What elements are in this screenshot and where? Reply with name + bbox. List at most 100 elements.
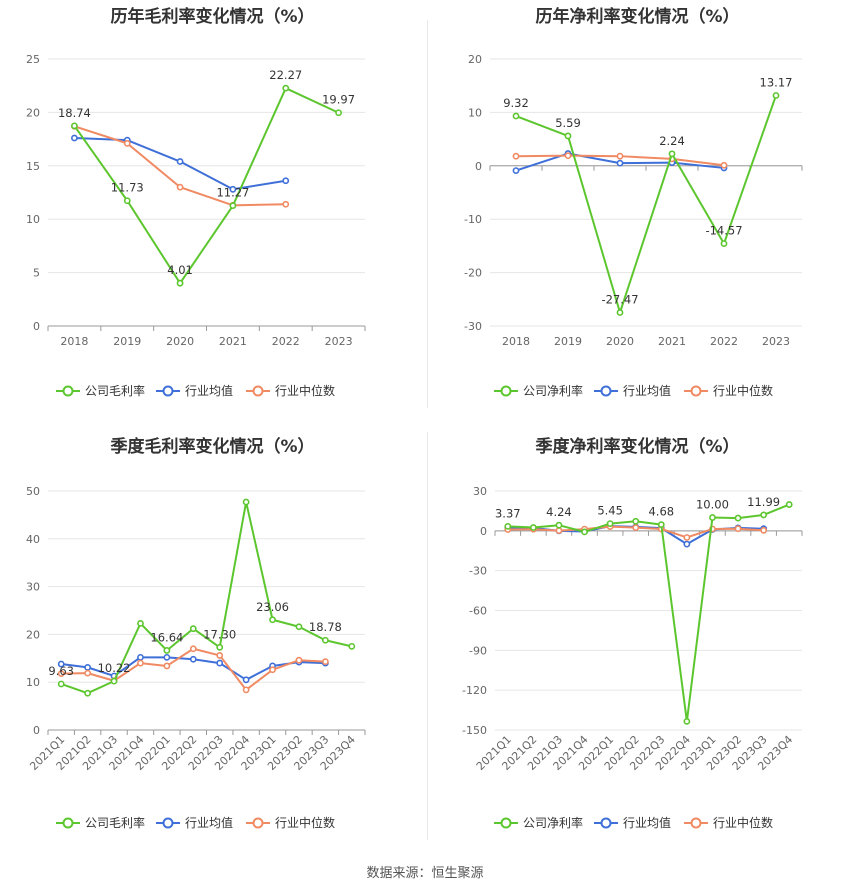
data-point-industry_avg — [71, 134, 78, 142]
data-point-industry_median — [564, 152, 572, 160]
x-tick-label: 2019 — [113, 335, 141, 348]
y-tick-label: -10 — [464, 213, 482, 226]
data-point-company — [216, 643, 224, 651]
data-point-company — [683, 717, 691, 725]
legend-label: 公司净利率 — [523, 815, 583, 830]
data-point-industry_median — [321, 658, 329, 666]
panel-quarterly-net: 季度净利率变化情况（%） -150 -120 -90 -60 -30 0 30 2021Q1 2… — [425, 430, 850, 860]
data-point-company — [137, 620, 144, 627]
data-point-industry_median — [269, 666, 276, 674]
legend-item-company: 公司净利率 — [494, 383, 583, 398]
data-point-company — [720, 240, 728, 248]
legend-item-industry_median: 行业中位数 — [246, 815, 335, 830]
data-point-industry_avg — [282, 177, 290, 185]
legend-item-company: 公司毛利率 — [56, 815, 145, 830]
data-label: 10.00 — [696, 498, 729, 512]
data-point-company — [785, 501, 793, 508]
legend-marker — [62, 385, 74, 397]
y-tick-label: -120 — [462, 684, 487, 697]
data-point-industry_avg — [57, 660, 65, 668]
panel-annual-gross: 历年毛利率变化情况（%） 0 5 10 15 20 25 2018 2019 2020 2021 2… — [0, 0, 425, 430]
x-tick-label: 2021 — [219, 335, 247, 348]
data-point-company — [632, 517, 640, 525]
data-point-industry_median — [163, 662, 171, 670]
data-label: 5.45 — [597, 504, 623, 518]
data-point-industry_median — [720, 161, 728, 169]
x-tick-label: 2023 — [762, 335, 790, 348]
chart-title: 历年毛利率变化情况（%） — [110, 7, 315, 27]
data-point-industry_median — [632, 524, 640, 532]
data-label: 13.17 — [760, 75, 793, 89]
panel-annual-net: 历年净利率变化情况（%） -30 -20 -10 0 10 20 2018 2019 2020 2… — [425, 0, 850, 430]
data-point-industry_median — [176, 183, 184, 191]
legend-label: 公司净利率 — [523, 383, 583, 398]
data-point-industry_median — [123, 139, 131, 147]
data-point-industry_median — [734, 525, 742, 533]
data-label: -14.57 — [705, 224, 742, 238]
y-tick-label: -90 — [469, 644, 487, 657]
x-tick-label: 2020 — [166, 335, 194, 348]
x-tick-label: 2022 — [710, 335, 738, 348]
data-point-company — [709, 514, 716, 521]
data-point-company — [335, 109, 342, 117]
legend-item-industry_median: 行业中位数 — [684, 815, 773, 830]
x-tick-label: 2020 — [606, 335, 634, 348]
data-point-industry_avg — [229, 185, 237, 193]
data-point-company — [229, 202, 237, 210]
data-point-company — [564, 132, 572, 140]
legend-item-industry_avg: 行业均值 — [156, 383, 233, 398]
legend-item-industry_avg: 行业均值 — [594, 815, 671, 830]
y-tick-label: 0 — [33, 724, 40, 737]
data-label: 23.06 — [256, 600, 289, 614]
legend-marker — [690, 817, 702, 829]
data-point-industry_median — [282, 200, 290, 208]
data-point-company — [71, 122, 78, 130]
data-point-company — [581, 528, 588, 536]
x-tick-label: 2018 — [502, 335, 530, 348]
data-label: 9.63 — [48, 664, 74, 678]
data-label: 4.68 — [648, 505, 674, 519]
data-point-industry_avg — [84, 663, 92, 671]
legend-label: 行业均值 — [185, 383, 233, 398]
data-label: 17.30 — [203, 627, 236, 641]
x-tick-label: 2022 — [272, 335, 300, 348]
data-label: 9.32 — [503, 96, 529, 110]
panel-quarterly-gross: 季度毛利率变化情况（%） 0 10 20 30 40 50 2021Q1 2021Q2 2021… — [0, 430, 425, 860]
legend-label: 行业中位数 — [713, 815, 773, 830]
data-point-industry_median — [84, 669, 92, 677]
y-tick-label: 10 — [26, 676, 40, 689]
data-label: 4.24 — [546, 505, 572, 519]
legend-item-industry_avg: 行业均值 — [156, 815, 233, 830]
data-point-company — [616, 309, 624, 316]
y-tick-label: 40 — [26, 533, 40, 546]
data-point-company — [110, 677, 118, 685]
y-tick-label: -60 — [469, 605, 487, 618]
legend-label: 公司毛利率 — [85, 815, 145, 830]
data-point-company — [242, 498, 250, 506]
divider — [427, 20, 428, 408]
y-tick-label: -30 — [464, 320, 482, 333]
y-tick-label: 15 — [26, 160, 40, 173]
data-label: 19.97 — [322, 93, 355, 107]
chart-quarterly-net: -150-120-90-60-300302021Q12021Q22021Q320… — [462, 485, 803, 830]
data-point-company — [269, 616, 276, 624]
data-point-industry_median — [216, 652, 224, 659]
data-label: 22.27 — [269, 68, 302, 82]
y-tick-label: 0 — [480, 525, 487, 538]
chart-title: 季度净利率变化情况（%） — [535, 437, 740, 457]
data-point-company — [321, 636, 329, 644]
data-point-industry_avg — [176, 158, 184, 165]
data-label: 10.22 — [98, 661, 131, 675]
data-point-industry_median — [137, 659, 144, 667]
y-tick-label: 20 — [26, 106, 40, 119]
y-tick-label: 0 — [33, 320, 40, 333]
data-point-industry_median — [760, 526, 768, 534]
data-point-industry_median — [512, 152, 520, 160]
series-line-company — [507, 503, 790, 723]
data-point-company — [529, 524, 537, 531]
data-point-company — [606, 520, 614, 527]
data-point-industry_avg — [216, 659, 224, 667]
data-point-company — [657, 521, 665, 529]
y-tick-label: 30 — [26, 581, 40, 594]
data-source: 数据来源：恒生聚源 — [366, 866, 484, 881]
